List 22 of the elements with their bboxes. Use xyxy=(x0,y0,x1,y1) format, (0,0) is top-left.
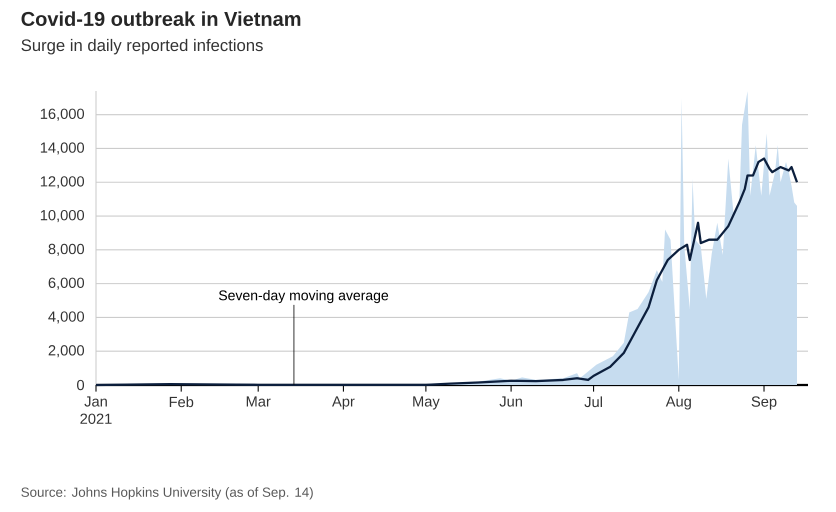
x-tick-label: Mar xyxy=(246,396,271,407)
y-tick-label: 6,000 xyxy=(48,278,84,290)
chart-subtitle: Surge in daily reported infections xyxy=(21,38,263,54)
y-tick-label: 16,000 xyxy=(40,108,84,121)
x-tick-label: Sep xyxy=(752,396,776,410)
annotation: Seven-day moving average xyxy=(218,290,388,304)
x-tick-label: Jan 2021 xyxy=(80,396,112,424)
chart-title: Covid-19 outbreak in Vietnam xyxy=(22,11,300,26)
y-tick-label: 10,000 xyxy=(40,210,84,222)
y-tick-label: 12,000 xyxy=(40,176,84,188)
y-tick-label: 2,000 xyxy=(48,345,84,358)
y-tick-label: 14,000 xyxy=(40,142,84,155)
x-tick-label: Feb xyxy=(170,396,194,408)
x-tick-label: Jul xyxy=(584,396,602,408)
y-tick-label: 4,000 xyxy=(48,311,84,324)
x-tick-label: May xyxy=(413,396,440,410)
y-tick-label: 8,000 xyxy=(48,244,84,256)
source-note: Source: Johns Hopkins University (as of Sep. 14) xyxy=(21,487,313,500)
x-tick-label: Jun xyxy=(500,396,522,407)
x-tick-label: Apr xyxy=(332,396,355,410)
y-tick-label: 0 xyxy=(77,380,84,390)
x-tick-label: Aug xyxy=(666,396,691,410)
